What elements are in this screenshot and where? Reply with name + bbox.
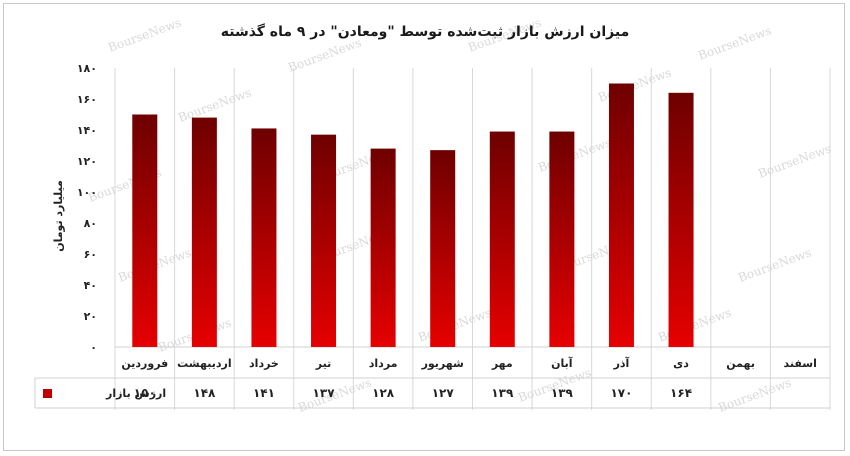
bar-3 [251, 128, 277, 347]
data-label: ۱۳۷ [313, 386, 336, 400]
bar-1 [132, 114, 158, 347]
x-tick-label: فروردین [121, 357, 168, 370]
category-separators [114, 68, 831, 410]
data-label: ۱۳۹ [551, 386, 574, 400]
data-label: ۱۳۹ [491, 386, 514, 400]
watermark-text: BourseNews [716, 375, 793, 414]
data-label: ۱۴۸ [193, 386, 216, 400]
watermark-text: BourseNews [106, 15, 183, 54]
x-tick-label: مهر [491, 357, 513, 370]
watermark-text: BourseNews [286, 35, 363, 74]
x-tick-label: بهمن [726, 357, 755, 370]
data-label: ۱۷۰ [610, 386, 632, 400]
x-tick-label: شهریور [421, 357, 464, 370]
watermark-text: BourseNews [596, 65, 673, 104]
y-tick-label: ۱۸۰ [77, 62, 97, 75]
y-axis-ticks: ۰ ۲۰ ۴۰ ۶۰ ۸۰ ۱۰۰ ۱۲۰ ۱۴۰ ۱۶۰ ۱۸۰ [77, 62, 97, 354]
legend-label: ارزش بازار [105, 387, 166, 400]
watermark-text: BourseNews [296, 375, 373, 414]
x-tick-label: خرداد [249, 357, 279, 370]
x-tick-label: آذر [613, 356, 630, 370]
watermark-text: BourseNews [696, 23, 773, 62]
y-tick-label: ۰ [90, 341, 97, 354]
bar-4 [311, 134, 337, 347]
y-tick-label: ۱۴۰ [77, 124, 97, 137]
x-tick-label: آبان [551, 356, 573, 370]
watermark-text: BourseNews [756, 141, 833, 180]
chart-title: میزان ارزش بازار ثبت‌شده توسط "ومعادن" د… [221, 23, 630, 40]
data-table: فروردین ۱۵۰ اردیبهشت ۱۴۸ خرداد ۱۴۱ تیر ۱۳۷ مرداد… [34, 356, 830, 409]
y-tick-label: ۱۲۰ [77, 155, 97, 168]
watermark-text: BourseNews [536, 135, 613, 174]
x-tick-label: تیر [315, 357, 331, 370]
bar-10 [668, 92, 694, 347]
y-tick-label: ۶۰ [84, 248, 97, 261]
y-tick-label: ۸۰ [84, 217, 97, 230]
x-tick-label: دی [673, 357, 689, 370]
legend-swatch [43, 389, 52, 398]
watermark-text: BourseNews [736, 245, 813, 284]
bar-8 [549, 131, 575, 347]
x-tick-label: مرداد [369, 357, 398, 370]
data-label: ۱۴۱ [253, 386, 275, 400]
data-label: ۱۶۴ [670, 386, 692, 400]
data-label: ۱۲۷ [432, 386, 455, 400]
bar-5 [370, 148, 396, 347]
watermark-text: BourseNews [656, 305, 733, 344]
data-label: ۱۲۸ [372, 386, 395, 400]
y-tick-label: ۱۰۰ [77, 186, 97, 199]
y-tick-label: ۱۶۰ [77, 93, 97, 106]
y-tick-label: ۴۰ [84, 279, 97, 292]
x-tick-label: اردیبهشت [177, 357, 231, 370]
x-tick-label: اسفند [784, 357, 817, 370]
y-axis-label: میلیارد تومان [52, 180, 65, 252]
bar-6 [430, 150, 456, 347]
bar-9 [608, 83, 634, 347]
bar-2 [191, 117, 217, 347]
y-tick-label: ۲۰ [84, 310, 97, 323]
bar-7 [489, 131, 515, 347]
data-label: ۱۵۰ [134, 386, 156, 400]
bars [132, 83, 694, 347]
